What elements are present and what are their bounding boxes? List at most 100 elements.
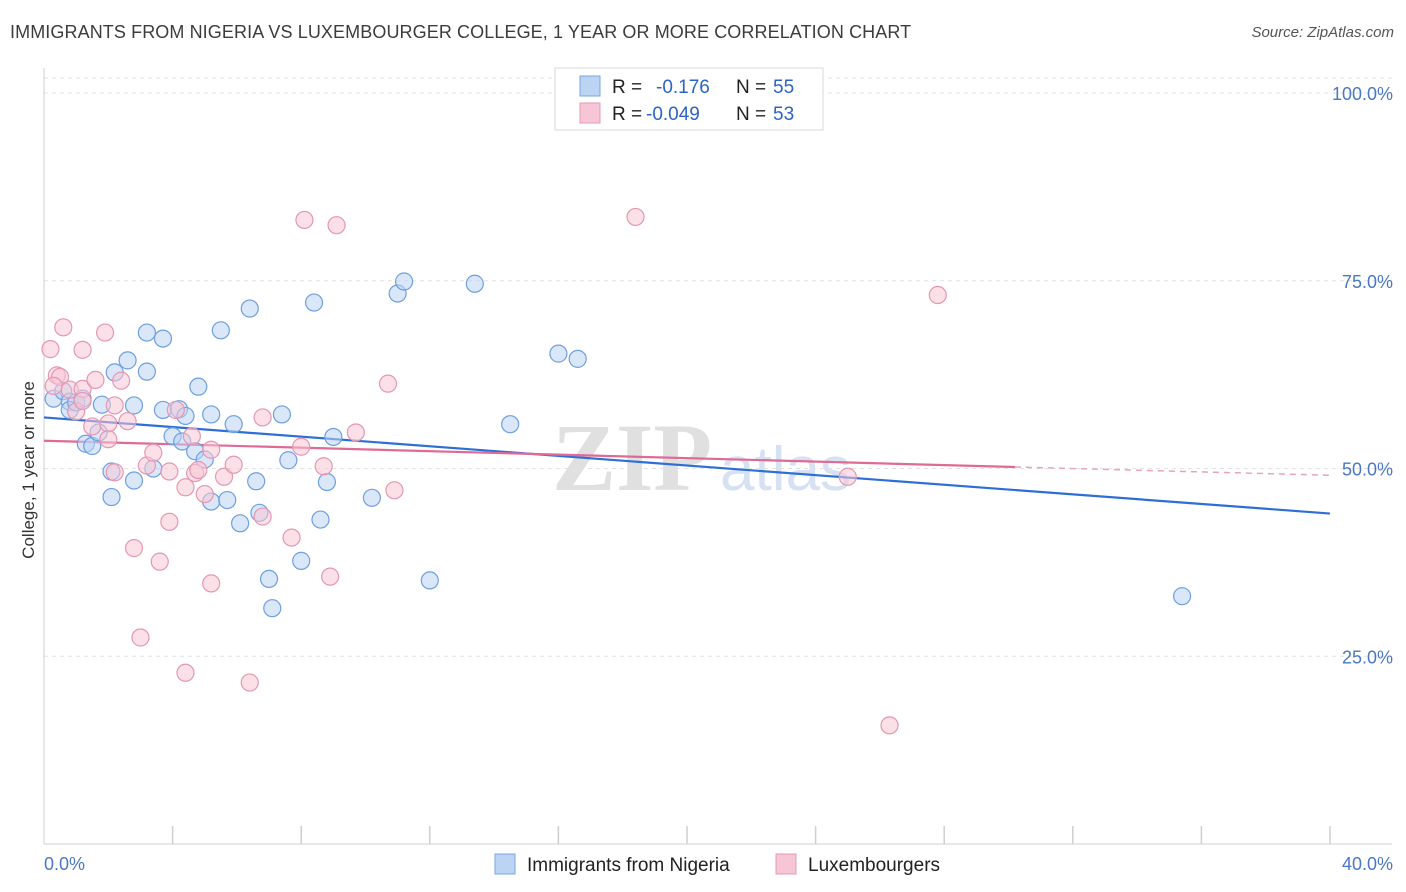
nigeria-point-14	[124, 471, 144, 490]
luxembourger-point-23	[160, 462, 179, 481]
nigeria-point-35	[247, 472, 266, 491]
luxembourger-point-37	[253, 408, 272, 427]
bottom-legend-label-nigeria: Immigrants from Nigeria	[527, 855, 730, 876]
luxembourger-point-52	[44, 376, 63, 396]
luxembourger-point-25	[166, 400, 185, 420]
nigeria-point-11	[102, 487, 121, 507]
y-tick-label-2: 50.0%	[1342, 460, 1393, 480]
nigeria-point-38	[263, 599, 282, 618]
legend-r-value-1: -0.176	[656, 77, 710, 98]
nigeria-point-32	[224, 415, 243, 434]
luxembourger-point-43	[321, 567, 340, 586]
x-tick-label-1: 40.0%	[1342, 854, 1393, 874]
luxembourger-point-46	[378, 374, 398, 393]
axes	[43, 68, 1392, 845]
luxembourger-point-8	[73, 340, 92, 359]
luxembourger-point-13	[99, 430, 118, 449]
luxembourger-point-50	[880, 716, 899, 735]
luxembourger-point-16	[112, 371, 131, 390]
legend-swatch-luxembourgers	[579, 102, 601, 124]
nigeria-point-53	[568, 349, 587, 368]
luxembourger-point-18	[124, 539, 144, 558]
nigeria-point-28	[202, 405, 221, 424]
bottom-legend-label-luxembourgers: Luxembourgers	[808, 855, 940, 876]
luxembourger-point-3	[54, 318, 73, 337]
luxembourger-point-17	[118, 412, 137, 431]
nigeria-point-34	[240, 299, 259, 318]
nigeria-point-52	[549, 344, 568, 363]
nigeria-point-13	[118, 351, 137, 370]
nigeria-point-48	[394, 272, 414, 291]
luxembourger-point-7	[73, 391, 92, 411]
legend-swatch-nigeria	[579, 75, 601, 97]
bottom-legend-swatch-luxembourgers	[775, 853, 797, 875]
nigeria-point-26	[189, 377, 208, 396]
y-axis-label: College, 1 year or more	[19, 381, 38, 559]
nigeria-point-33	[231, 514, 250, 533]
nigeria-point-45	[324, 427, 343, 447]
nigeria-point-51	[501, 415, 520, 434]
y-tick-label-0: 100.0%	[1332, 84, 1393, 104]
chart-title: IMMIGRANTS FROM NIGERIA VS LUXEMBOURGER …	[10, 22, 912, 42]
luxembourger-point-9	[83, 417, 102, 436]
y-tick-label-1: 75.0%	[1342, 272, 1393, 292]
y-tick-label-3: 25.0%	[1342, 647, 1393, 667]
bottom-legend-swatch-nigeria	[494, 853, 516, 875]
nigeria-point-31	[218, 490, 237, 510]
luxembourger-point-27	[176, 663, 195, 682]
luxembourger-point-21	[144, 443, 163, 462]
legend-n-label-1: N =	[736, 77, 766, 98]
luxembourger-point-49	[838, 467, 857, 486]
nigeria-point-37	[259, 569, 279, 589]
nigeria-point-43	[311, 510, 330, 529]
nigeria-point-15	[124, 396, 144, 415]
legend-box: R = -0.176 N = 55 R = -0.049 N = 53	[554, 67, 824, 131]
luxembourger-point-48	[626, 207, 645, 227]
luxembourger-point-47	[385, 481, 404, 500]
luxembourger-point-26	[176, 478, 195, 497]
luxembourger-point-41	[295, 210, 314, 230]
nigeria-point-30	[211, 321, 230, 340]
legend-r-value-2: -0.049	[646, 104, 700, 125]
y-tick-labels: 100.0% 75.0% 50.0% 25.0%	[1332, 84, 1393, 667]
luxembourger-point-19	[131, 628, 150, 647]
nigeria-point-42	[304, 293, 324, 312]
nigeria-point-49	[420, 571, 439, 590]
luxembourger-point-0	[41, 340, 60, 359]
legend-r-label-1: R =	[612, 77, 642, 98]
luxembourger-point-28	[182, 427, 201, 446]
data-points	[41, 207, 1192, 735]
legend-n-value-1: 55	[773, 77, 794, 98]
luxembourger-point-42	[314, 457, 333, 476]
luxembourger-point-24	[160, 512, 179, 531]
x-tick-label-0: 0.0%	[44, 854, 85, 874]
luxembourger-point-44	[327, 216, 346, 235]
nigeria-point-46	[362, 488, 382, 507]
luxembourger-point-40	[292, 437, 311, 456]
luxembourger-point-36	[240, 673, 259, 692]
nigeria-point-41	[292, 551, 311, 570]
luxembourger-point-14	[105, 463, 124, 482]
chart-source: Source: ZipAtlas.com	[1251, 24, 1394, 41]
luxembourger-point-33	[202, 440, 221, 459]
nigeria-point-54	[1173, 587, 1192, 606]
nigeria-point-16	[137, 323, 156, 342]
luxembourger-point-31	[195, 484, 214, 504]
luxembourger-point-51	[928, 285, 947, 305]
luxembourger-point-11	[95, 323, 115, 342]
luxembourger-point-30	[189, 460, 208, 480]
luxembourger-point-12	[99, 414, 118, 433]
nigeria-point-17	[137, 362, 156, 381]
luxembourger-point-38	[253, 507, 272, 526]
bottom-legend: Immigrants from Nigeria Luxembourgers	[494, 853, 940, 876]
luxembourger-point-34	[214, 467, 234, 486]
luxembourger-point-10	[86, 370, 105, 389]
x-tick-labels: 0.0% 40.0%	[44, 854, 1393, 874]
legend-n-label-2: N =	[736, 104, 766, 125]
trend-line-nigeria	[43, 416, 1331, 515]
nigeria-point-19	[153, 329, 173, 348]
nigeria-point-40	[279, 451, 298, 470]
luxembourger-point-32	[202, 574, 221, 593]
luxembourger-point-39	[282, 528, 301, 547]
